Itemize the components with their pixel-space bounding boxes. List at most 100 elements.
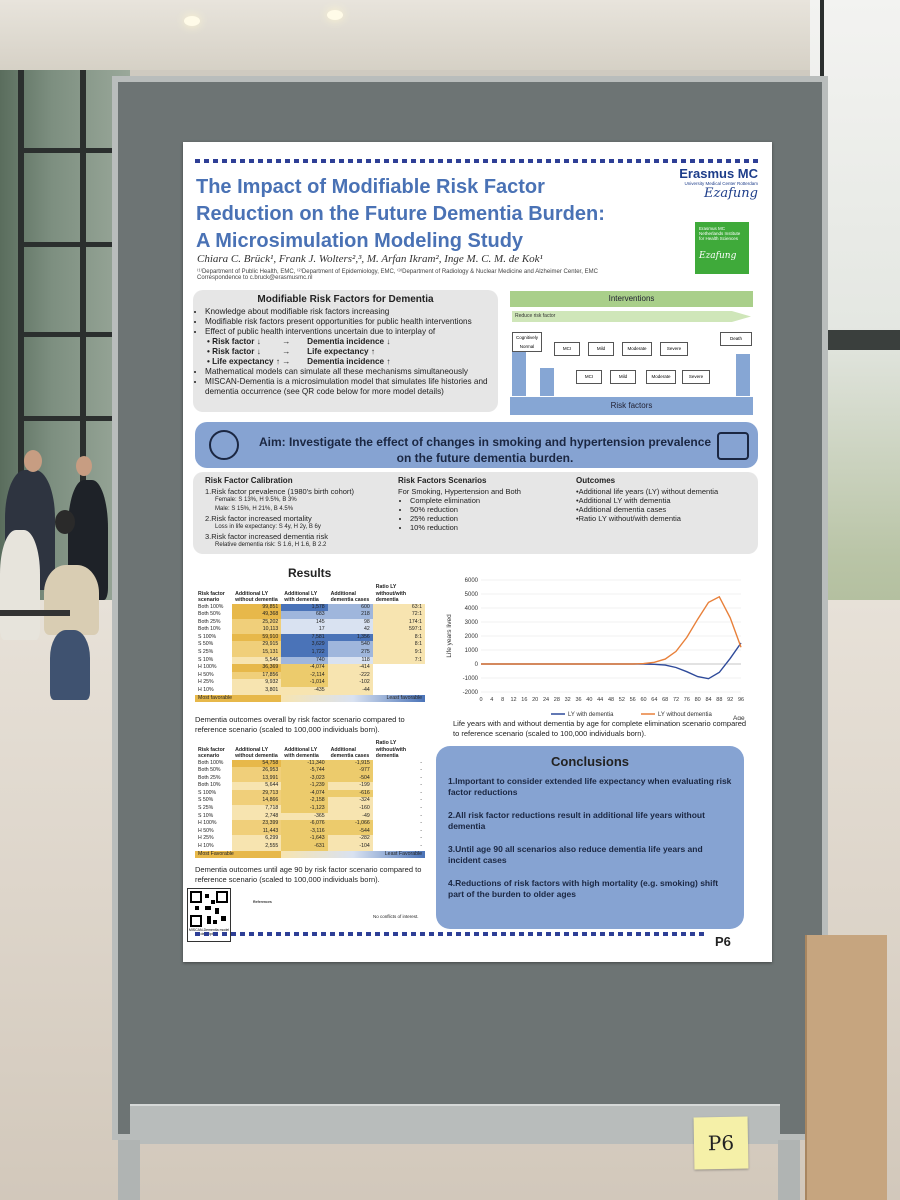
calibration-sub: Female: S 13%, H 9.5%, B 3%	[215, 497, 297, 503]
table-cell: 13,991	[232, 774, 282, 783]
table-cell: Both 10%	[198, 626, 221, 633]
scenarios-list: Complete elimination 50% reduction 25% r…	[398, 496, 568, 532]
state-moderate: Moderate	[622, 342, 652, 356]
calibration-sub: Relative dementia risk: S 1.6, H 1.6, B …	[215, 542, 327, 548]
table-cell: 540	[327, 641, 373, 650]
ceiling	[0, 0, 900, 70]
title-line: The Impact of Modifiable Risk Factor	[196, 176, 545, 198]
table-cell: 11,443	[232, 827, 282, 836]
table-cell: 54,758	[232, 759, 282, 768]
window-mullion	[18, 242, 118, 247]
table-cell: -4,074	[281, 664, 328, 672]
person-head	[24, 450, 42, 472]
scenarios-column: Risk Factors Scenarios For Smoking, Hype…	[398, 476, 568, 532]
calibration-sub: Male: S 15%, H 21%, B 4.5%	[215, 506, 294, 512]
qr-code-icon	[190, 891, 228, 927]
table-cell: -631	[281, 843, 328, 851]
window-mullion	[18, 148, 118, 153]
clock-icon	[209, 430, 239, 460]
table-cell: Both 100%	[198, 603, 224, 610]
x-tick-label: 20	[532, 697, 538, 703]
table-header-cell: Ratio LY without/with dementia	[375, 740, 407, 759]
window-mullion	[18, 70, 24, 500]
interplay-item: • Risk factor ↓ → Dementia incidence ↓	[207, 337, 391, 346]
table-cell: H 10%	[198, 687, 214, 694]
interplay-arrow: →	[282, 347, 291, 356]
table-cell: 15,131	[232, 649, 282, 657]
table-cell: H 25%	[198, 679, 214, 686]
table-cell: Both 25%	[198, 774, 221, 781]
table-row: S 25% 15,131 1,722 275 9:1	[195, 649, 425, 657]
table-row: H 100% 36,369 -4,074 -414	[195, 664, 425, 672]
interplay-item: • Life expectancy ↑ → Dementia incidence ↑	[207, 357, 391, 366]
y-tick-label: 6000	[465, 578, 479, 584]
y-tick-label: 2000	[465, 634, 479, 640]
x-tick-label: 40	[586, 697, 592, 703]
table-row: S 100% 59,910 7,581 1,356 8:1	[195, 633, 425, 642]
ceiling-light	[184, 16, 200, 26]
table-cell: -1,239	[281, 782, 328, 790]
state-severe: Severe	[660, 342, 688, 356]
table-header-cell: Additional dementia cases	[330, 746, 370, 760]
board-bottom-rail	[130, 1104, 780, 1144]
table-cell: 5,546	[232, 656, 282, 665]
dotted-border-top	[195, 159, 760, 163]
scenarios-intro: For Smoking, Hypertension and Both	[398, 487, 521, 496]
poster: The Impact of Modifiable Risk Factor Red…	[183, 142, 772, 962]
life-years-chart: -2000 -1000 0 1000 2000 3000 4000 5000 6000 0 4 8 12…	[441, 572, 761, 732]
table-row: Both 25% 13,991 -3,023 -504 -	[195, 774, 425, 783]
logo-script: Ezafung	[704, 186, 758, 201]
person-head	[55, 510, 75, 534]
series-line	[481, 642, 742, 680]
authors: Chiara C. Brück¹, Frank J. Wolters²,³, M…	[197, 253, 543, 265]
legend-label: LY with dementia	[568, 712, 614, 718]
table-cell: 6,299	[232, 835, 282, 844]
interplay-item: • Risk factor ↓ → Life expectancy ↑	[207, 347, 375, 356]
x-tick-label: 72	[673, 697, 679, 703]
table-cell: Both 25%	[198, 618, 221, 625]
x-tick-label: 28	[554, 697, 560, 703]
table-row: H 50% 11,443 -3,116 -544 -	[195, 827, 425, 836]
nihes-logo: Erasmus MC Netherlands Institute for Hea…	[695, 222, 749, 274]
x-tick-label: 16	[521, 697, 527, 703]
table-cell: -5,744	[281, 767, 328, 775]
x-tick-label: 56	[630, 697, 636, 703]
table-cell: 7:1	[372, 656, 425, 665]
person	[0, 530, 40, 640]
aim-box: Aim: Investigate the effect of changes i…	[195, 422, 758, 468]
x-tick-label: 88	[716, 697, 722, 703]
list-item: Modifiable risk factors present opportun…	[205, 317, 498, 327]
legend-label: LY without dementia	[658, 712, 712, 718]
table-cell: 63:1	[372, 603, 425, 612]
dotted-border-bottom	[195, 932, 705, 936]
table-cell: 8:1	[372, 633, 425, 642]
table-cell	[373, 679, 425, 687]
aim-text: Aim: Investigate the effect of changes i…	[258, 435, 712, 465]
side-arrow-mid	[540, 368, 554, 396]
table-cell: H 50%	[198, 827, 214, 834]
y-tick-label: 4000	[465, 606, 479, 612]
table-cell: 600	[327, 603, 373, 612]
list-item: Complete elimination	[410, 496, 568, 505]
side-table	[0, 610, 70, 616]
y-tick-label: 1000	[465, 648, 479, 654]
calibration-heading: Risk Factor Calibration	[205, 476, 293, 485]
table-cell	[373, 672, 425, 680]
table-cell: -104	[327, 843, 373, 851]
table-cell: 1,578	[281, 603, 328, 612]
table-cell: 5,644	[232, 782, 282, 790]
table-cell: -504	[327, 774, 373, 783]
no-smoking-icon	[717, 432, 749, 460]
x-tick-label: 4	[490, 697, 493, 703]
outcome-item: •Ratio LY without/with dementia	[576, 514, 681, 523]
table-cell: 218	[327, 611, 373, 619]
results-title: Results	[288, 566, 332, 580]
logo2-script: Ezafung	[699, 251, 737, 261]
table-cell: 275	[327, 649, 373, 657]
table-header-cell: Additional LY with dementia	[284, 746, 319, 760]
table-cell: Both 100%	[198, 759, 224, 766]
table-header-row: Risk factor scenario Additional LY withou…	[195, 584, 425, 604]
table-cell: -1,066	[327, 820, 373, 828]
table-cell: -6,076	[281, 820, 328, 828]
